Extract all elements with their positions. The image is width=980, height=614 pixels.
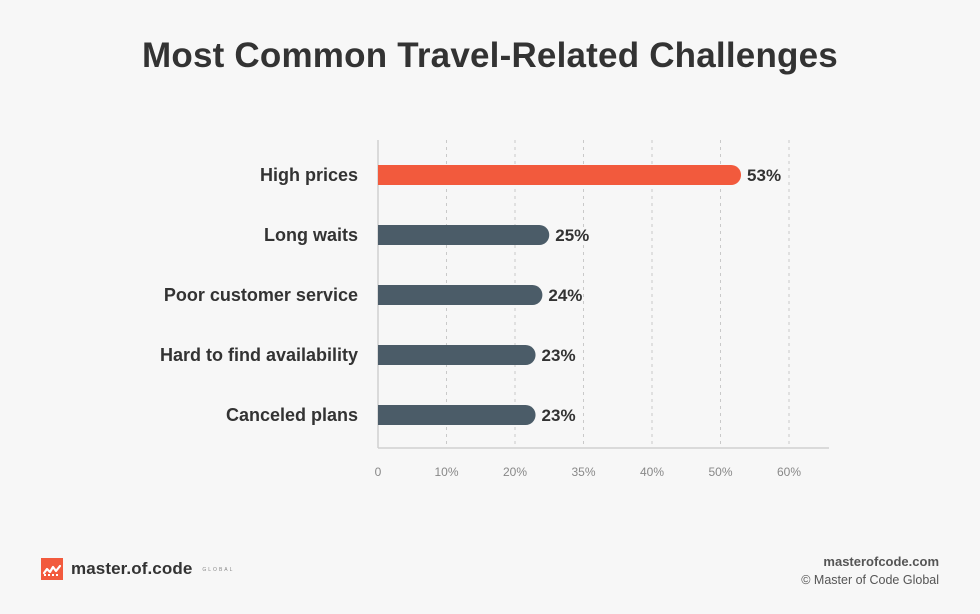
data-label: 23%: [542, 406, 576, 425]
category-label: Canceled plans: [226, 405, 358, 425]
bar: [378, 345, 536, 365]
x-tick-label: 35%: [571, 465, 595, 479]
x-tick-label: 20%: [503, 465, 527, 479]
copyright-notice: © Master of Code Global: [801, 573, 939, 587]
bar: [378, 285, 543, 305]
x-tick-label: 0: [375, 465, 382, 479]
site-url: masterofcode.com: [823, 554, 939, 569]
data-label: 23%: [542, 346, 576, 365]
category-label: Long waits: [264, 225, 358, 245]
category-label: High prices: [260, 165, 358, 185]
x-tick-label: 60%: [777, 465, 801, 479]
logo-subtitle: GLOBAL: [202, 566, 235, 573]
x-tick-label: 50%: [708, 465, 732, 479]
x-tick-label: 10%: [434, 465, 458, 479]
data-label: 24%: [548, 286, 582, 305]
chart-title: Most Common Travel-Related Challenges: [142, 36, 838, 75]
brand-logo: master.of.code GLOBAL: [41, 558, 234, 580]
master-of-code-logo-icon: [41, 558, 63, 580]
bar: [378, 225, 550, 245]
bar: [378, 165, 742, 185]
bar: [378, 405, 536, 425]
data-label: 25%: [555, 226, 589, 245]
category-label: Poor customer service: [164, 285, 358, 305]
category-label: Hard to find availability: [160, 345, 358, 365]
logo-wordmark: master.of.code: [71, 559, 193, 578]
x-tick-label: 40%: [640, 465, 664, 479]
data-label: 53%: [747, 166, 781, 185]
